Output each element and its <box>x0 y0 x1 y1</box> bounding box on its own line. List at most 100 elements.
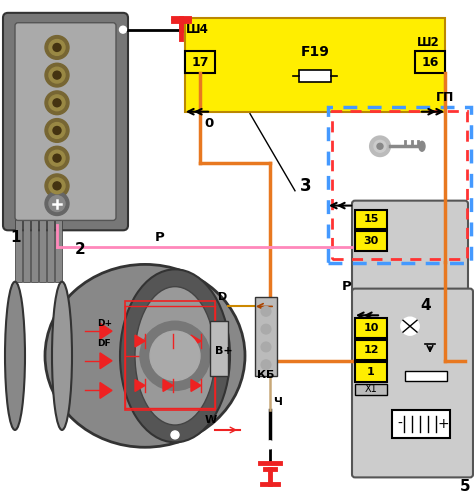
Polygon shape <box>135 335 145 347</box>
Circle shape <box>140 321 210 391</box>
Polygon shape <box>163 380 173 392</box>
Ellipse shape <box>120 269 230 442</box>
Circle shape <box>53 99 61 107</box>
Ellipse shape <box>419 141 425 151</box>
Circle shape <box>261 360 271 370</box>
FancyBboxPatch shape <box>15 23 116 220</box>
Text: 1: 1 <box>10 230 20 246</box>
Text: 4: 4 <box>420 298 430 313</box>
Polygon shape <box>100 383 112 398</box>
Text: D+: D+ <box>97 319 112 328</box>
Bar <box>55 133 62 282</box>
Polygon shape <box>100 353 112 369</box>
Text: -: - <box>397 417 402 431</box>
Text: 10: 10 <box>363 323 379 333</box>
Ellipse shape <box>135 287 215 425</box>
Text: 15: 15 <box>363 214 379 225</box>
Text: Ш2: Ш2 <box>417 36 440 49</box>
Circle shape <box>45 192 69 216</box>
Bar <box>355 340 387 360</box>
Bar <box>39 133 46 282</box>
Circle shape <box>45 63 69 87</box>
Circle shape <box>119 26 127 33</box>
Bar <box>405 371 447 381</box>
Text: DF: DF <box>97 339 110 348</box>
Polygon shape <box>191 380 201 392</box>
FancyBboxPatch shape <box>352 201 468 296</box>
Polygon shape <box>100 323 112 339</box>
Circle shape <box>171 431 179 439</box>
Bar <box>31 133 38 282</box>
Bar <box>392 410 450 438</box>
Bar <box>210 321 228 376</box>
Bar <box>332 111 467 259</box>
Text: В+: В+ <box>215 346 233 356</box>
Bar <box>415 51 445 73</box>
Polygon shape <box>135 380 145 392</box>
Circle shape <box>45 91 69 115</box>
Text: +: + <box>438 417 450 431</box>
Polygon shape <box>163 335 173 347</box>
Circle shape <box>49 67 65 83</box>
Circle shape <box>53 71 61 79</box>
Bar <box>355 231 387 251</box>
Circle shape <box>49 95 65 111</box>
Text: Ш4: Ш4 <box>186 23 209 36</box>
Bar <box>255 297 277 376</box>
Ellipse shape <box>45 264 245 447</box>
Circle shape <box>49 178 65 194</box>
Text: 30: 30 <box>364 236 379 246</box>
Bar <box>355 362 387 382</box>
Circle shape <box>49 40 65 55</box>
Text: F19: F19 <box>301 45 329 59</box>
Circle shape <box>45 36 69 59</box>
Circle shape <box>45 119 69 142</box>
Text: 16: 16 <box>421 56 439 69</box>
Text: Р: Р <box>342 280 352 293</box>
Circle shape <box>401 317 419 335</box>
Circle shape <box>261 324 271 334</box>
Bar <box>299 70 331 82</box>
Bar <box>328 107 471 263</box>
Bar <box>185 18 445 112</box>
Bar <box>47 133 54 282</box>
Text: 17: 17 <box>191 56 209 69</box>
Text: X1: X1 <box>365 385 377 395</box>
Circle shape <box>377 143 383 149</box>
Text: 0: 0 <box>204 117 213 130</box>
Bar <box>355 318 387 338</box>
Circle shape <box>261 307 271 316</box>
FancyBboxPatch shape <box>352 289 473 478</box>
Text: 2: 2 <box>75 242 86 257</box>
Bar <box>15 133 22 282</box>
Circle shape <box>261 342 271 352</box>
Circle shape <box>374 140 386 152</box>
FancyBboxPatch shape <box>3 13 128 230</box>
Circle shape <box>53 154 61 162</box>
Text: D: D <box>218 292 227 302</box>
Circle shape <box>150 331 200 381</box>
Bar <box>355 210 387 229</box>
Circle shape <box>49 150 65 166</box>
Text: 5: 5 <box>460 480 471 495</box>
Text: 1: 1 <box>367 367 375 377</box>
Circle shape <box>45 146 69 170</box>
Circle shape <box>53 127 61 134</box>
Polygon shape <box>191 335 201 347</box>
Circle shape <box>370 136 390 156</box>
Bar <box>125 302 215 410</box>
Bar <box>185 51 215 73</box>
Text: ГП: ГП <box>436 91 455 104</box>
Text: КБ: КБ <box>257 370 274 380</box>
Text: 3: 3 <box>300 177 311 195</box>
Ellipse shape <box>5 282 25 430</box>
Text: Р: Р <box>155 231 165 244</box>
Circle shape <box>49 123 65 138</box>
Text: 12: 12 <box>363 345 379 355</box>
Circle shape <box>53 44 61 51</box>
Text: Ч: Ч <box>273 397 282 407</box>
Bar <box>23 133 30 282</box>
Circle shape <box>45 174 69 198</box>
Bar <box>355 384 387 396</box>
Circle shape <box>266 441 274 449</box>
